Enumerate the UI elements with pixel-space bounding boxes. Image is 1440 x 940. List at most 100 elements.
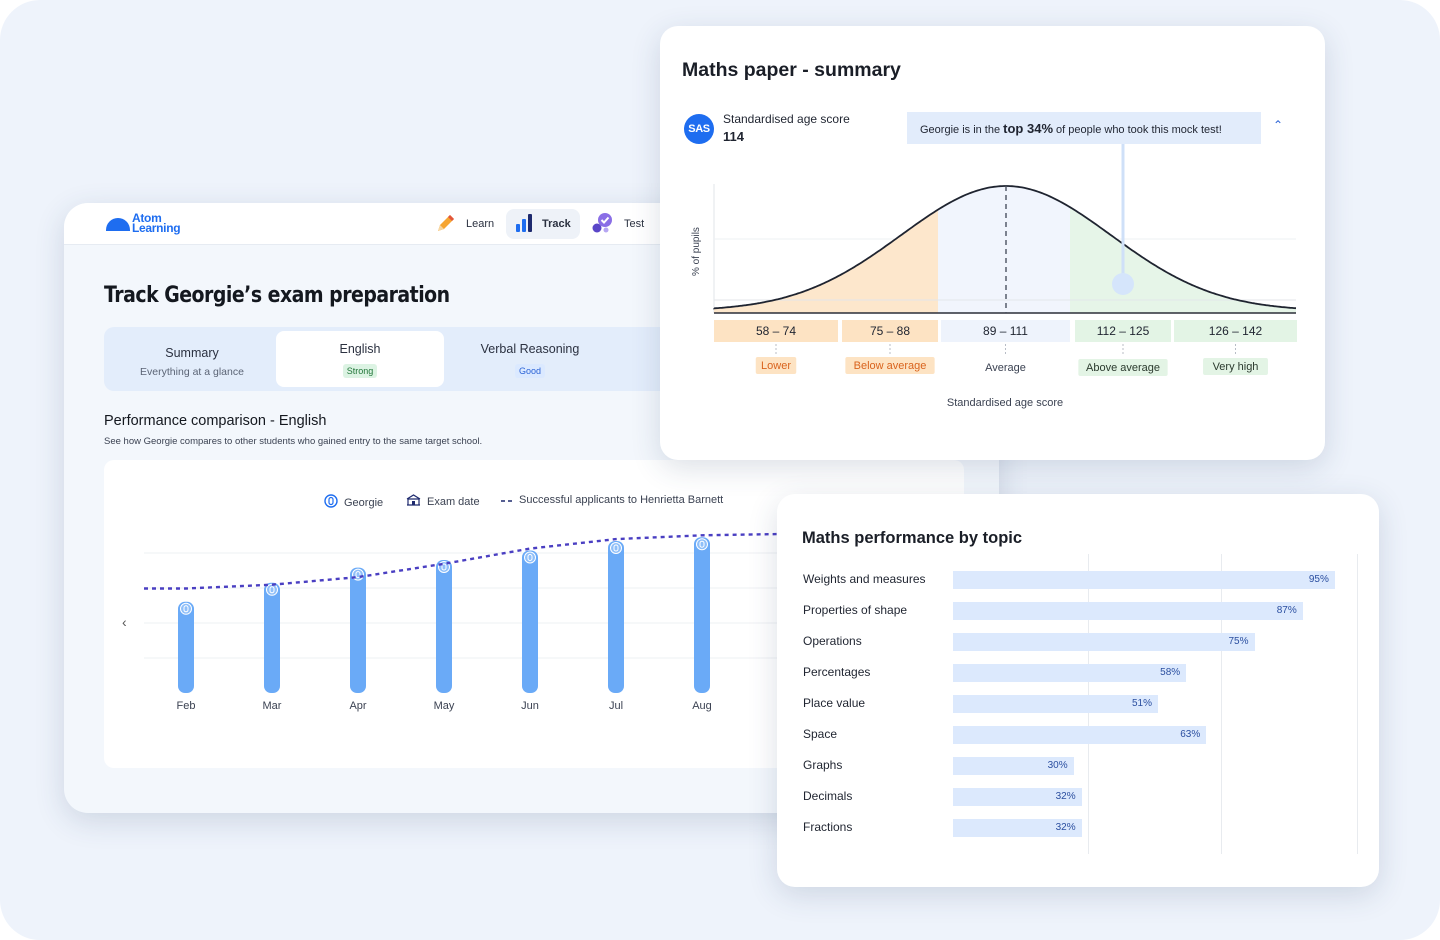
tab-english-badge: Strong: [342, 364, 378, 378]
topic-row: Place value 51%: [803, 695, 1363, 713]
georgie-marker-glyph: [441, 563, 447, 571]
topic-bar: 32%: [953, 819, 1082, 837]
topic-bar: 75%: [953, 633, 1255, 651]
dashed-line-icon: [501, 494, 513, 506]
nav-learn[interactable]: Learn: [426, 209, 503, 239]
x-tick-label: Feb: [177, 700, 196, 712]
georgie-marker-glyph: [699, 540, 705, 548]
georgie-marker-icon: [180, 602, 192, 615]
x-tick-label: Apr: [349, 700, 366, 712]
nav-track-label: Track: [542, 218, 571, 230]
topic-row: Properties of shape 87%: [803, 602, 1363, 620]
sas-band-box: [1174, 320, 1297, 342]
sas-value: 114: [723, 129, 744, 144]
topic-bar: 51%: [953, 695, 1159, 713]
sas-band-range: 112 – 125: [1097, 324, 1150, 338]
summary-title: Maths paper - summary: [682, 59, 901, 81]
georgie-bar: [350, 567, 366, 693]
topic-row: Graphs 30%: [803, 757, 1363, 775]
nav-test[interactable]: Test: [582, 209, 653, 239]
band-label: Above average: [1086, 362, 1160, 374]
legend-applicants-label: Successful applicants to Henrietta Barne…: [519, 494, 724, 506]
legend-applicants: Successful applicants to Henrietta Barne…: [501, 494, 723, 506]
school-building-icon: [406, 494, 421, 509]
georgie-marker-icon: [696, 538, 708, 551]
test-check-icon: [591, 211, 615, 238]
topic-row: Fractions 32%: [803, 819, 1363, 837]
nav-track[interactable]: Track: [506, 209, 580, 239]
georgie-bar: [608, 541, 624, 693]
tab-verbal-reasoning[interactable]: Verbal Reasoning Good: [446, 331, 614, 387]
percentile-callout: Georgie is in the top 34% of people who …: [907, 112, 1261, 144]
nav-learn-label: Learn: [466, 218, 495, 230]
band-label: Lower: [761, 360, 791, 372]
callout-pre: Georgie is in the: [920, 124, 1004, 136]
topic-name: Percentages: [803, 665, 871, 679]
sas-band-box: [714, 320, 838, 342]
sas-band-box: [1075, 320, 1171, 342]
band-label-chip: [979, 359, 1032, 376]
sas-distribution-chart: % of pupils 58 – 74 Lower 75 – 88 Below aver…: [691, 144, 1297, 409]
applicants-dashed-line: [144, 532, 825, 590]
tab-summary[interactable]: Summary Everything at a glance: [108, 331, 276, 387]
tab-verbal-badge: Good: [514, 364, 546, 378]
topic-row: Percentages 58%: [803, 664, 1363, 682]
nav-test-label: Test: [624, 218, 645, 230]
band-label-chip: [755, 357, 797, 374]
tab-english[interactable]: English Strong: [276, 331, 444, 387]
band-label: Average: [985, 362, 1026, 374]
topic-name: Properties of shape: [803, 603, 908, 617]
atom-learning-logo[interactable]: Atom Learning: [106, 212, 181, 235]
topic-row: Decimals 32%: [803, 788, 1363, 806]
chevron-up-icon[interactable]: ⌃: [1273, 118, 1284, 132]
topic-bar: 58%: [953, 664, 1187, 682]
topic-value: 58%: [1160, 667, 1181, 678]
topic-value: 87%: [1276, 605, 1297, 616]
georgie-marker-glyph: [355, 571, 361, 579]
chevron-left-icon[interactable]: ‹: [122, 614, 127, 630]
x-tick-label: Jul: [609, 700, 623, 712]
grid-line: [1357, 554, 1358, 854]
georgie-marker-glyph: [527, 554, 533, 561]
georgie-bar: [436, 560, 452, 693]
sas-band-box: [842, 320, 938, 342]
topic-value: 32%: [1055, 791, 1076, 802]
topic-name: Graphs: [803, 758, 843, 772]
topic-name: Operations: [803, 634, 862, 648]
sas-badge-icon: SAS: [684, 114, 714, 144]
tab-summary-sub: Everything at a glance: [140, 366, 244, 378]
band-label: Below average: [854, 360, 927, 372]
page-title: Track Georgie’s exam preparation: [104, 283, 450, 308]
x-tick-label: May: [434, 700, 455, 712]
legend-georgie-label: Georgie: [344, 496, 384, 509]
topic-value: 51%: [1132, 698, 1153, 709]
tab-english-label: English: [339, 342, 381, 356]
sas-band-range: 89 – 111: [983, 324, 1028, 338]
logo-dome-icon: [106, 218, 130, 231]
topic-name: Place value: [803, 696, 866, 710]
legend-georgie: Georgie: [324, 494, 383, 511]
sas-band-range: 58 – 74: [756, 324, 796, 338]
topic-row: Weights and measures 95%: [803, 571, 1363, 589]
distribution-curve: [713, 185, 1297, 310]
grid-line: [1221, 554, 1222, 854]
section-description: See how Georgie compares to other studen…: [104, 436, 483, 447]
logo-line-2: Learning: [132, 221, 181, 235]
sas-band-range: 126 – 142: [1209, 324, 1263, 338]
topic-bar: 63%: [953, 726, 1207, 744]
maths-topic-card: Maths performance by topic Weights and m…: [777, 494, 1379, 887]
topic-row: Space 63%: [803, 726, 1363, 744]
georgie-marker-glyph: [183, 605, 189, 613]
topic-name: Space: [803, 727, 838, 741]
georgie-marker-icon: [524, 551, 536, 564]
topic-bar: 95%: [953, 571, 1335, 589]
tab-verbal-label: Verbal Reasoning: [480, 342, 580, 356]
band-label-chip: [1078, 359, 1168, 376]
georgie-bar: [694, 537, 710, 693]
georgie-marker-icon: [266, 583, 278, 596]
topic-title: Maths performance by topic: [802, 529, 1023, 547]
x-tick-label: Aug: [692, 700, 712, 712]
bar-chart-icon: [515, 213, 533, 236]
topic-name: Decimals: [803, 789, 853, 803]
topic-row: Operations 75%: [803, 633, 1363, 651]
